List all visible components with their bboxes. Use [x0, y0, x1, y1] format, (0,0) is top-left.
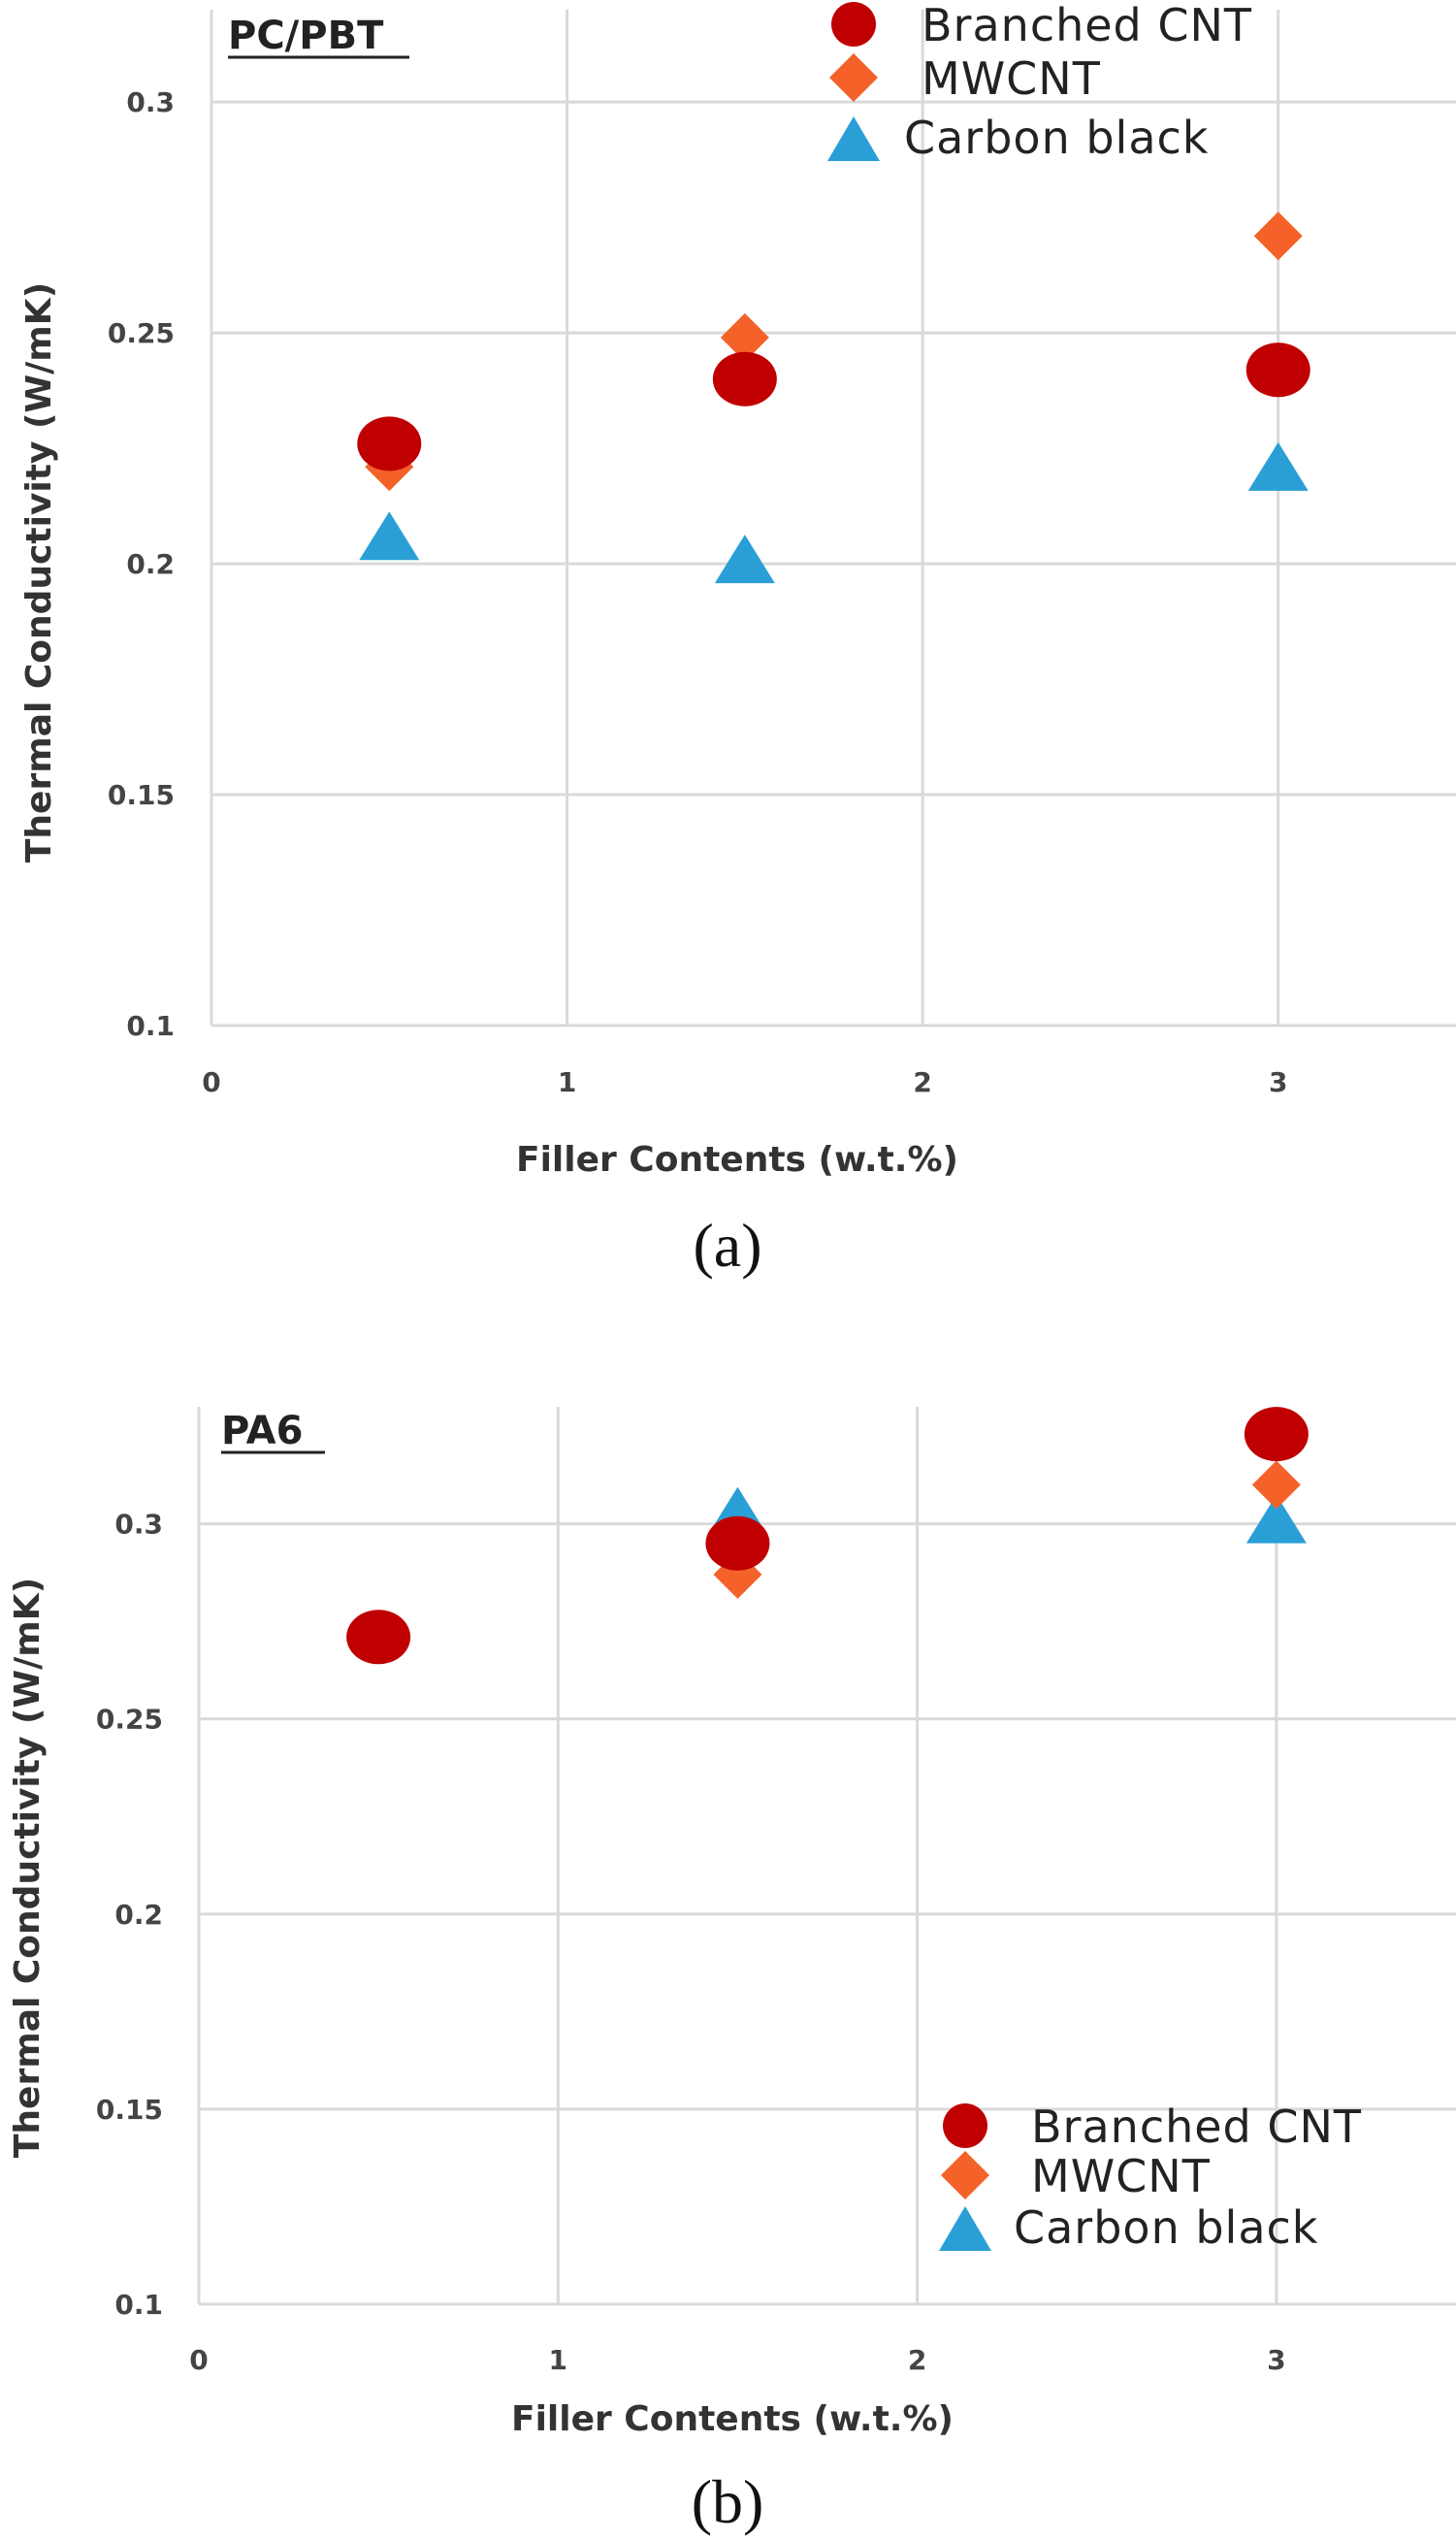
legend-carbon-black-triangle-icon	[939, 2206, 991, 2251]
legend-mwcnt-diamond-icon	[829, 53, 878, 102]
x-tick-label: 1	[549, 2344, 567, 2376]
y-tick-label: 0.1	[114, 2289, 163, 2321]
chart-panel-a: 0 1 2 3 0.1 0.15 0.2 0.25 0.3 PC/PBT Filler Con…	[19, 0, 1456, 1280]
y-axis-title: Thermal Conductivity (W/mK)	[8, 1578, 48, 2158]
data-point-branched-cnt	[1246, 342, 1310, 398]
legend-a: Branched CNT MWCNT Carbon black	[827, 0, 1252, 164]
legend-label-carbon-black: Carbon black	[904, 112, 1209, 164]
x-tick-label: 1	[558, 1066, 576, 1098]
x-tick-label: 2	[908, 2344, 926, 2376]
chart-panel-b: 0 1 2 3 0.1 0.15 0.2 0.25 0.3 PA6 Filler Conten…	[8, 1407, 1456, 2536]
legend-label-mwcnt: MWCNT	[1031, 2150, 1211, 2202]
legend-b: Branched CNT MWCNT Carbon black	[939, 2100, 1362, 2254]
legend-branched-cnt-circle-icon	[831, 2, 876, 47]
caption-b: (b)	[692, 2467, 764, 2536]
x-tick-label: 3	[1269, 1066, 1287, 1098]
x-tick-label: 2	[913, 1066, 931, 1098]
y-tick-label: 0.25	[108, 317, 175, 349]
legend-label-carbon-black: Carbon black	[1014, 2201, 1318, 2254]
x-tick-label: 0	[202, 1066, 220, 1098]
legend-mwcnt-diamond-icon	[941, 2151, 989, 2199]
data-point-mwcnt	[1253, 212, 1303, 261]
legend-label-mwcnt: MWCNT	[922, 52, 1101, 105]
data-point-branched-cnt	[346, 1610, 411, 1665]
panel-title: PC/PBT	[228, 14, 384, 58]
y-tick-label: 0.15	[108, 779, 175, 811]
legend-carbon-black-triangle-icon	[827, 116, 880, 161]
gridlines-b	[197, 1407, 1456, 2306]
data-point-carbon-black	[714, 535, 775, 584]
y-tick-labels-a: 0.1 0.15 0.2 0.25 0.3	[108, 86, 175, 1042]
y-tick-label: 0.1	[126, 1010, 175, 1042]
x-tick-label: 0	[189, 2344, 208, 2376]
y-tick-label: 0.3	[114, 1509, 163, 1541]
data-point-mwcnt	[720, 312, 769, 362]
y-tick-label: 0.15	[96, 2094, 163, 2126]
data-point-carbon-black	[359, 511, 420, 561]
data-point-branched-cnt	[705, 1515, 770, 1571]
legend-label-branched-cnt: Branched CNT	[1031, 2100, 1362, 2153]
y-tick-label: 0.2	[114, 1899, 163, 1931]
x-tick-label: 3	[1267, 2344, 1285, 2376]
legend-branched-cnt-circle-icon	[943, 2103, 987, 2148]
x-tick-labels-b: 0 1 2 3	[189, 2344, 1285, 2376]
panel-title: PA6	[221, 1409, 303, 1453]
x-axis-title: Filler Contents (w.t.%)	[511, 2399, 954, 2439]
data-point-branched-cnt	[1244, 1407, 1309, 1462]
legend-label-branched-cnt: Branched CNT	[922, 0, 1252, 51]
y-tick-labels-b: 0.1 0.15 0.2 0.25 0.3	[96, 1509, 163, 2321]
x-axis-title: Filler Contents (w.t.%)	[516, 1140, 958, 1180]
data-point-mwcnt	[1251, 1460, 1301, 1510]
data-point-carbon-black	[1247, 441, 1309, 491]
y-tick-label: 0.3	[126, 86, 175, 118]
y-tick-label: 0.2	[126, 548, 175, 580]
y-tick-label: 0.25	[96, 1704, 163, 1736]
y-axis-title: Thermal Conductivity (W/mK)	[19, 282, 59, 863]
data-point-branched-cnt	[357, 416, 422, 472]
data-points-a	[357, 212, 1310, 584]
caption-a: (a)	[693, 1211, 761, 1280]
gridlines-a	[210, 10, 1456, 1027]
data-point-branched-cnt	[712, 351, 777, 407]
data-point-carbon-black	[1246, 1494, 1307, 1544]
data-points-b	[346, 1407, 1309, 1665]
x-tick-labels-a: 0 1 2 3	[202, 1066, 1287, 1098]
